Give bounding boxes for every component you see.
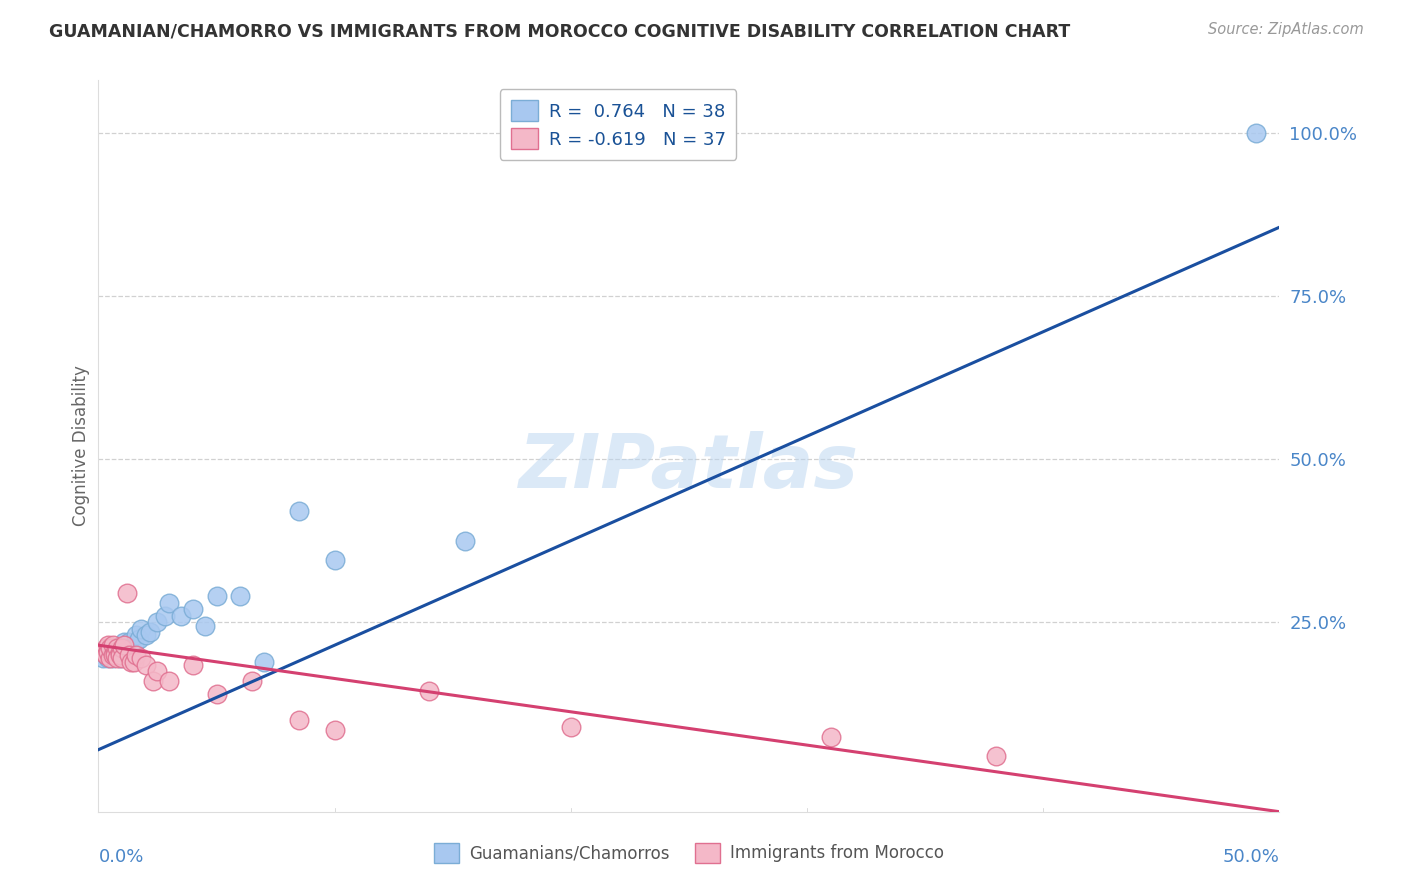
Point (288, 504, 311, 518)
Point (135, 628, 157, 642)
Legend: R =  0.764   N = 38, R = -0.619   N = 37: R = 0.764 N = 38, R = -0.619 N = 37 (499, 89, 737, 160)
Point (157, 596, 180, 610)
Point (101, 651, 124, 665)
Point (101, 645, 124, 659)
Point (118, 648, 141, 662)
Point (104, 645, 127, 659)
Point (121, 655, 143, 669)
Point (91, 651, 114, 665)
Point (98, 641, 121, 656)
Point (104, 641, 127, 656)
Text: Source: ZipAtlas.com: Source: ZipAtlas.com (1208, 22, 1364, 37)
Point (115, 638, 138, 652)
Point (125, 628, 148, 642)
Text: ZIPatlas: ZIPatlas (519, 432, 859, 505)
Point (98, 641, 121, 656)
Point (135, 657, 157, 672)
Point (118, 635, 141, 649)
Point (142, 674, 165, 689)
Point (560, 720, 582, 734)
Point (128, 632, 150, 646)
Point (157, 674, 180, 689)
Point (105, 645, 128, 659)
Point (288, 714, 311, 728)
Point (101, 638, 124, 652)
Point (94, 648, 117, 662)
Point (240, 674, 263, 689)
Point (820, 730, 842, 744)
Point (984, 749, 1007, 764)
Point (111, 641, 134, 656)
Point (181, 602, 204, 616)
Point (205, 589, 228, 603)
Point (98, 651, 121, 665)
Text: GUAMANIAN/CHAMORRO VS IMMIGRANTS FROM MOROCCO COGNITIVE DISABILITY CORRELATION C: GUAMANIAN/CHAMORRO VS IMMIGRANTS FROM MO… (49, 22, 1070, 40)
Point (108, 651, 131, 665)
Point (111, 645, 134, 659)
Point (129, 622, 152, 636)
Point (139, 625, 162, 640)
Point (111, 641, 134, 656)
Point (104, 648, 127, 662)
Point (94, 648, 117, 662)
Point (153, 608, 176, 623)
Point (323, 723, 346, 737)
Point (112, 638, 135, 652)
Point (121, 641, 143, 656)
Point (181, 657, 204, 672)
Point (323, 553, 346, 567)
Point (105, 641, 128, 656)
Point (97, 651, 120, 665)
Text: 50.0%: 50.0% (1223, 847, 1279, 865)
Point (111, 651, 134, 665)
Point (122, 638, 145, 652)
Point (97, 638, 120, 652)
Point (194, 618, 217, 632)
Point (453, 533, 475, 548)
Point (146, 665, 169, 679)
Point (91, 645, 114, 659)
Point (205, 687, 228, 701)
Point (129, 651, 152, 665)
Point (112, 635, 135, 649)
Point (108, 648, 131, 662)
Point (146, 615, 169, 630)
Point (105, 651, 128, 665)
Point (229, 589, 252, 603)
Point (98, 648, 121, 662)
Point (104, 648, 127, 662)
Point (418, 684, 440, 698)
Point (97, 645, 120, 659)
Point (108, 641, 131, 656)
Point (170, 608, 193, 623)
Point (108, 645, 131, 659)
Point (115, 586, 138, 600)
Point (1244, 126, 1267, 140)
Point (94, 641, 117, 656)
Text: 0.0%: 0.0% (98, 847, 143, 865)
Point (253, 655, 276, 669)
Point (101, 648, 124, 662)
Point (122, 655, 145, 669)
Point (125, 648, 148, 662)
Y-axis label: Cognitive Disability: Cognitive Disability (72, 366, 90, 526)
Point (105, 648, 128, 662)
